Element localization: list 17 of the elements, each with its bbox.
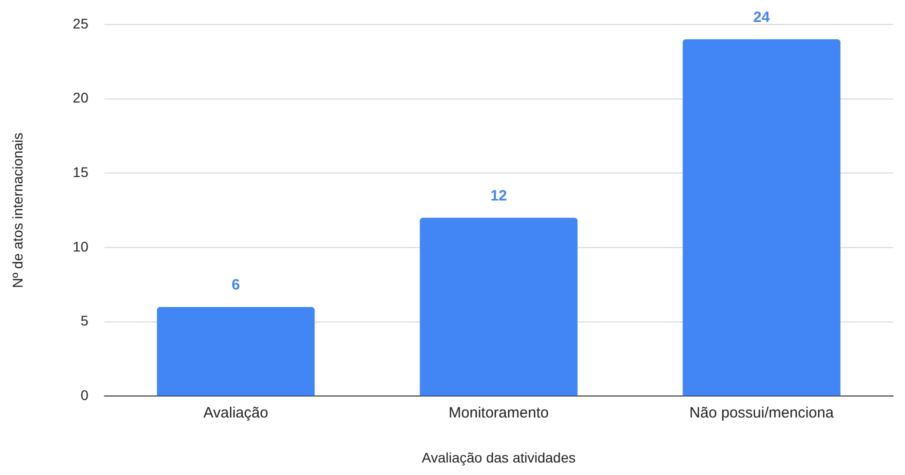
x-tick-label: Avaliação	[203, 404, 268, 422]
y-tick-label: 10	[72, 238, 89, 254]
y-tick-label: 0	[80, 387, 89, 404]
bar	[682, 39, 840, 396]
bar	[156, 306, 315, 396]
y-tick-label: 15	[72, 164, 89, 180]
x-tick-label: Monitoramento	[448, 404, 549, 422]
data-label: 12	[490, 187, 508, 204]
x-axis-title: Avaliação das atividades	[422, 449, 576, 466]
y-tick-label: 5	[80, 312, 89, 329]
x-tick-label: Não possui/menciona	[689, 404, 834, 422]
y-tick-label: 25	[72, 15, 89, 32]
y-axis-title: Nº de atos internacionais	[9, 132, 26, 288]
y-tick-label: 20	[72, 90, 89, 106]
data-label: 6	[232, 276, 240, 294]
data-label: 24	[753, 8, 771, 26]
bar	[420, 218, 578, 396]
